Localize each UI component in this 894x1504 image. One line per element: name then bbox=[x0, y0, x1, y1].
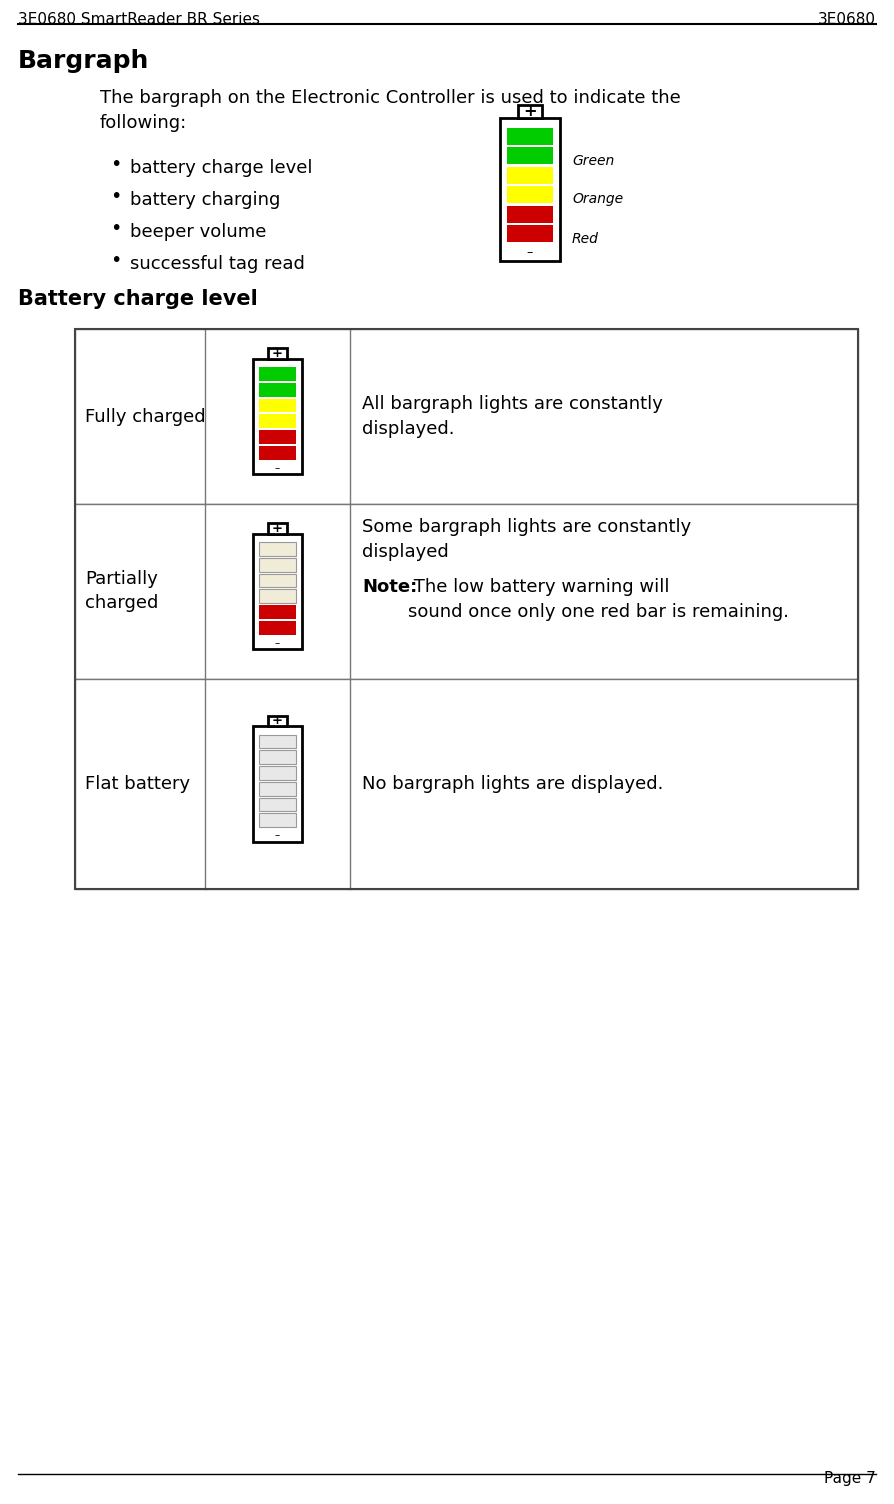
Text: successful tag read: successful tag read bbox=[130, 256, 305, 274]
Text: Orange: Orange bbox=[572, 193, 623, 206]
Text: +: + bbox=[272, 347, 283, 359]
Text: Red: Red bbox=[572, 232, 599, 247]
Bar bbox=[258, 399, 297, 412]
Bar bbox=[258, 782, 297, 796]
Bar bbox=[258, 734, 297, 749]
Bar bbox=[258, 621, 297, 635]
Bar bbox=[258, 573, 297, 587]
Bar bbox=[258, 415, 297, 429]
Bar bbox=[519, 104, 542, 117]
Bar bbox=[507, 128, 553, 144]
Text: –: – bbox=[275, 830, 280, 841]
Bar bbox=[268, 349, 287, 359]
Bar bbox=[253, 359, 301, 474]
Text: All bargraph lights are constantly
displayed.: All bargraph lights are constantly displ… bbox=[362, 396, 662, 438]
Bar bbox=[258, 445, 297, 460]
Text: 3E0680 SmartReader BR Series: 3E0680 SmartReader BR Series bbox=[18, 12, 260, 27]
Text: +: + bbox=[272, 714, 283, 728]
Text: •: • bbox=[110, 186, 122, 206]
Text: Some bargraph lights are constantly
displayed: Some bargraph lights are constantly disp… bbox=[362, 517, 691, 561]
Bar bbox=[75, 329, 858, 889]
Text: Note:: Note: bbox=[362, 578, 417, 596]
Bar bbox=[75, 678, 858, 889]
Text: –: – bbox=[275, 638, 280, 648]
Bar bbox=[507, 147, 553, 164]
Bar bbox=[258, 766, 297, 779]
Bar bbox=[253, 534, 301, 650]
Bar bbox=[258, 797, 297, 811]
Text: battery charging: battery charging bbox=[130, 191, 281, 209]
Bar bbox=[500, 117, 560, 260]
Bar bbox=[268, 523, 287, 534]
Bar bbox=[258, 367, 297, 381]
Bar bbox=[258, 541, 297, 556]
Text: charged: charged bbox=[85, 594, 158, 612]
Text: Page 7: Page 7 bbox=[824, 1471, 876, 1486]
Text: Bargraph: Bargraph bbox=[18, 50, 149, 74]
Text: Partially: Partially bbox=[85, 570, 158, 588]
Bar bbox=[258, 814, 297, 827]
Bar bbox=[507, 226, 553, 242]
Text: battery charge level: battery charge level bbox=[130, 159, 313, 177]
Text: The low battery warning will
sound once only one red bar is remaining.: The low battery warning will sound once … bbox=[408, 578, 789, 621]
Text: +: + bbox=[272, 522, 283, 535]
Bar bbox=[253, 726, 301, 842]
Text: Battery charge level: Battery charge level bbox=[18, 289, 257, 308]
Text: No bargraph lights are displayed.: No bargraph lights are displayed. bbox=[362, 775, 663, 793]
Text: Flat battery: Flat battery bbox=[85, 775, 190, 793]
Text: beeper volume: beeper volume bbox=[130, 223, 266, 241]
Text: –: – bbox=[527, 247, 533, 259]
Bar bbox=[75, 504, 858, 678]
Text: +: + bbox=[523, 104, 536, 119]
Bar bbox=[507, 206, 553, 223]
Bar bbox=[507, 167, 553, 183]
Text: Fully charged: Fully charged bbox=[85, 408, 206, 426]
Bar bbox=[258, 558, 297, 572]
Text: The bargraph on the Electronic Controller is used to indicate the: The bargraph on the Electronic Controlle… bbox=[100, 89, 680, 107]
Text: •: • bbox=[110, 251, 122, 271]
Text: –: – bbox=[275, 463, 280, 472]
Bar bbox=[258, 384, 297, 397]
Text: •: • bbox=[110, 155, 122, 174]
Bar bbox=[258, 750, 297, 764]
Bar bbox=[258, 430, 297, 444]
Text: 3E0680: 3E0680 bbox=[818, 12, 876, 27]
Bar bbox=[75, 329, 858, 504]
Bar bbox=[507, 186, 553, 203]
Bar bbox=[258, 605, 297, 618]
Bar bbox=[258, 590, 297, 603]
Text: following:: following: bbox=[100, 114, 187, 132]
Text: •: • bbox=[110, 220, 122, 238]
Bar bbox=[268, 716, 287, 726]
Text: Green: Green bbox=[572, 153, 614, 168]
